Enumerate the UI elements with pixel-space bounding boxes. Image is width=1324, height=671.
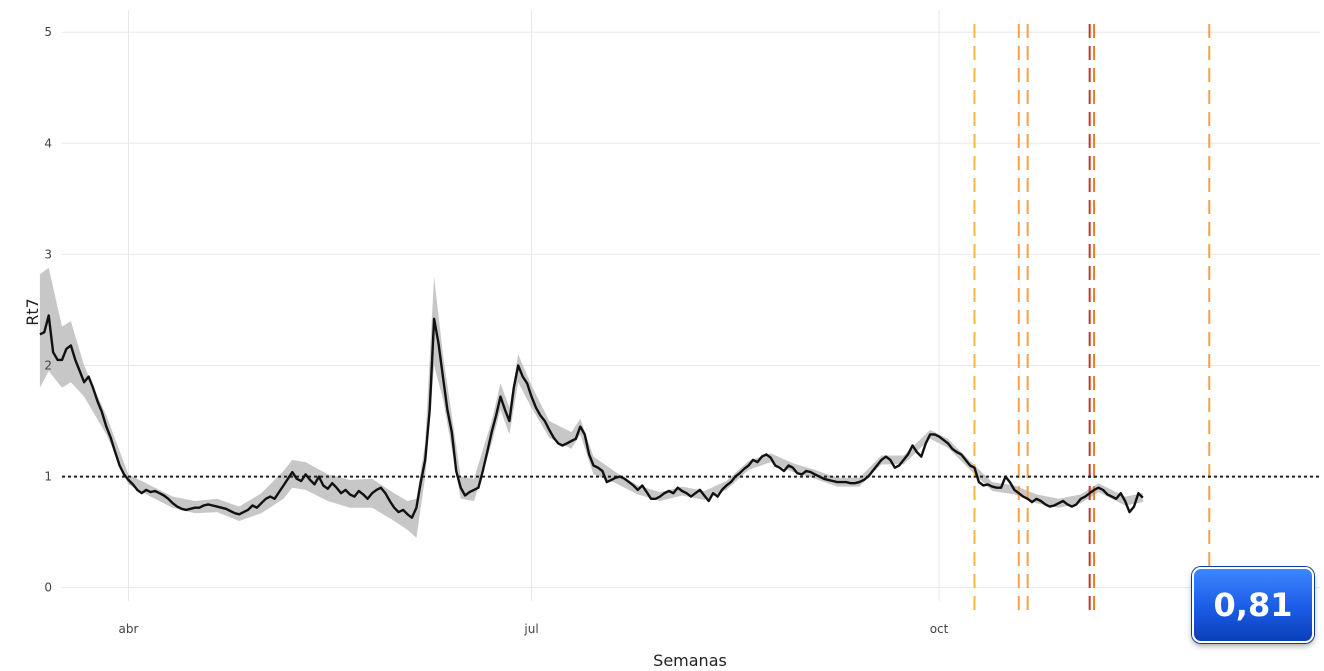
vertical-markers — [973, 24, 1211, 614]
y-tick-label: 0 — [44, 581, 52, 595]
y-axis-title: Rt7 — [23, 298, 42, 326]
y-tick-label: 4 — [44, 136, 52, 150]
series-line — [39, 314, 1144, 519]
confidence-band-layer — [39, 267, 1143, 538]
y-tick-label: 5 — [44, 25, 52, 39]
value-badge: 0,81 — [1192, 567, 1314, 643]
y-tick-label: 2 — [44, 358, 52, 372]
y-tick-label: 1 — [44, 470, 52, 484]
series-line-layer — [39, 314, 1144, 519]
x-axis-ticks: abr jul oct — [118, 622, 948, 636]
x-tick-label: abr — [118, 622, 138, 636]
confidence-band — [39, 267, 1143, 538]
x-tick-label: oct — [930, 622, 949, 636]
y-axis-ticks: 0 1 2 3 4 5 — [44, 25, 52, 594]
gridlines — [62, 10, 1320, 601]
y-tick-label: 3 — [44, 247, 52, 261]
x-tick-label: jul — [523, 622, 538, 636]
x-axis-title: Semanas — [653, 651, 727, 670]
